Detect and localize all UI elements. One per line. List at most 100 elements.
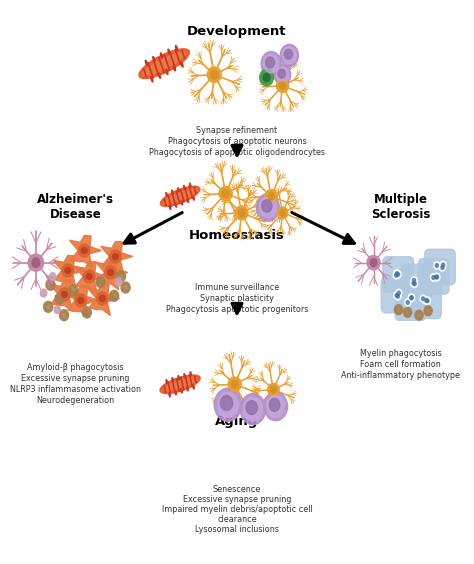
Circle shape [395, 293, 401, 300]
Circle shape [408, 308, 410, 310]
Circle shape [410, 296, 413, 299]
Circle shape [284, 49, 292, 59]
Circle shape [89, 311, 91, 314]
Circle shape [87, 315, 89, 318]
Text: Impaired myelin debris/apoptotic cell: Impaired myelin debris/apoptotic cell [162, 505, 312, 514]
Circle shape [117, 273, 119, 276]
Point [4, 561, 10, 564]
Ellipse shape [228, 377, 241, 391]
Circle shape [435, 275, 438, 279]
Line: 2 pts: 2 pts [164, 199, 166, 205]
Point [0, 561, 6, 564]
Point [22, 558, 28, 564]
Circle shape [406, 301, 409, 305]
Line: 2 pts: 2 pts [177, 379, 179, 391]
Circle shape [50, 287, 53, 290]
Point [4, 549, 10, 556]
Circle shape [264, 392, 288, 421]
Circle shape [399, 312, 401, 314]
Circle shape [62, 297, 64, 300]
Line: 2 pts: 2 pts [172, 381, 175, 393]
Circle shape [125, 283, 128, 285]
FancyBboxPatch shape [401, 265, 432, 299]
Text: Alzheimer's
Disease: Alzheimer's Disease [37, 193, 114, 222]
Line: 2 pts: 2 pts [144, 69, 146, 77]
Circle shape [396, 289, 402, 297]
Point [16, 563, 21, 564]
Point [0, 549, 1, 556]
Circle shape [220, 395, 233, 411]
Circle shape [96, 276, 105, 288]
Ellipse shape [86, 274, 92, 280]
Circle shape [430, 310, 432, 312]
Ellipse shape [183, 186, 185, 190]
Circle shape [218, 393, 238, 417]
Circle shape [116, 279, 118, 281]
Circle shape [60, 310, 69, 321]
Ellipse shape [78, 244, 90, 257]
Circle shape [100, 277, 102, 280]
Point [0, 561, 1, 564]
Ellipse shape [75, 294, 87, 307]
Line: 2 pts: 2 pts [181, 378, 183, 390]
FancyBboxPatch shape [419, 259, 449, 294]
Circle shape [439, 263, 446, 271]
Ellipse shape [153, 56, 155, 61]
Circle shape [419, 311, 421, 313]
Text: Phagocytosis of apoptotic oligodendrocytes: Phagocytosis of apoptotic oligodendrocyt… [149, 148, 325, 157]
Ellipse shape [143, 52, 186, 75]
Point [9, 549, 15, 556]
Circle shape [50, 277, 52, 279]
Ellipse shape [184, 374, 185, 378]
Ellipse shape [160, 186, 200, 206]
Ellipse shape [172, 378, 173, 382]
Ellipse shape [268, 384, 279, 396]
Circle shape [114, 291, 116, 293]
Circle shape [416, 312, 418, 314]
Ellipse shape [207, 67, 221, 82]
Circle shape [401, 309, 402, 311]
Circle shape [109, 290, 118, 301]
Point [13, 561, 19, 564]
Circle shape [261, 51, 281, 76]
Ellipse shape [109, 250, 121, 263]
Circle shape [421, 314, 423, 316]
Circle shape [211, 70, 218, 79]
Text: Amyloid-β phagocytosis: Amyloid-β phagocytosis [27, 363, 124, 372]
Ellipse shape [276, 79, 289, 92]
Circle shape [238, 209, 245, 217]
Circle shape [97, 279, 99, 281]
Circle shape [48, 302, 50, 305]
Ellipse shape [166, 380, 167, 384]
Circle shape [66, 314, 68, 316]
Circle shape [118, 284, 120, 285]
Line: 2 pts: 2 pts [195, 376, 196, 382]
Circle shape [413, 282, 416, 286]
Circle shape [432, 276, 435, 279]
Circle shape [55, 310, 56, 312]
Circle shape [394, 305, 402, 315]
Point [0, 549, 6, 556]
Circle shape [399, 305, 401, 307]
Circle shape [50, 306, 53, 309]
Circle shape [416, 316, 418, 319]
Line: 2 pts: 2 pts [164, 386, 165, 392]
Circle shape [405, 299, 411, 306]
Circle shape [412, 279, 416, 282]
Point [13, 549, 19, 556]
Point [9, 561, 15, 564]
Circle shape [442, 263, 445, 267]
Circle shape [116, 283, 118, 285]
Point [22, 552, 28, 559]
Ellipse shape [158, 73, 161, 78]
Text: Excessive synapse pruning: Excessive synapse pruning [21, 374, 130, 383]
Circle shape [41, 294, 43, 296]
Text: Development: Development [187, 25, 287, 38]
Circle shape [120, 281, 122, 283]
Circle shape [267, 395, 284, 417]
Ellipse shape [166, 192, 167, 196]
Polygon shape [100, 241, 133, 274]
Ellipse shape [62, 264, 73, 277]
Point [4, 549, 10, 556]
Circle shape [110, 297, 113, 299]
